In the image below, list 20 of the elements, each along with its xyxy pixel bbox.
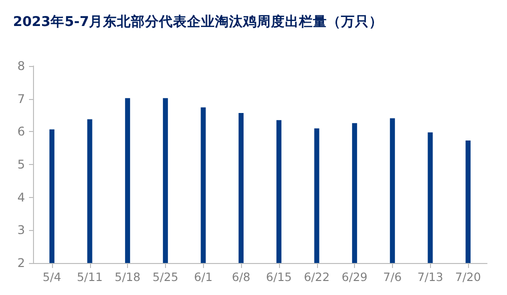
y-tick-label: 5 (17, 158, 25, 172)
chart-title: 2023年5-7月东北部分代表企业淘汰鸡周度出栏量（万只） (13, 13, 383, 30)
x-tick-label: 6/1 (194, 270, 213, 284)
y-tick-label: 2 (17, 256, 25, 270)
x-tick-label: 5/4 (42, 270, 62, 284)
x-tick-label: 7/6 (383, 270, 402, 284)
x-tick-label: 5/11 (76, 270, 103, 284)
x-tick-label: 5/18 (114, 270, 140, 284)
y-tick-label: 4 (17, 190, 25, 204)
x-tick-label: 6/15 (266, 270, 292, 284)
y-tick-label: 8 (17, 59, 25, 73)
x-tick-label: 6/8 (232, 270, 250, 284)
x-tick-label: 7/20 (455, 270, 481, 284)
x-tick-label: 7/13 (417, 270, 444, 284)
y-tick-label: 3 (17, 223, 25, 238)
y-tick-label: 6 (17, 124, 25, 139)
y-tick-label: 7 (17, 92, 25, 106)
x-tick-label: 5/25 (152, 270, 178, 284)
x-tick-label: 6/22 (304, 270, 330, 284)
x-tick-label: 6/29 (342, 270, 368, 284)
